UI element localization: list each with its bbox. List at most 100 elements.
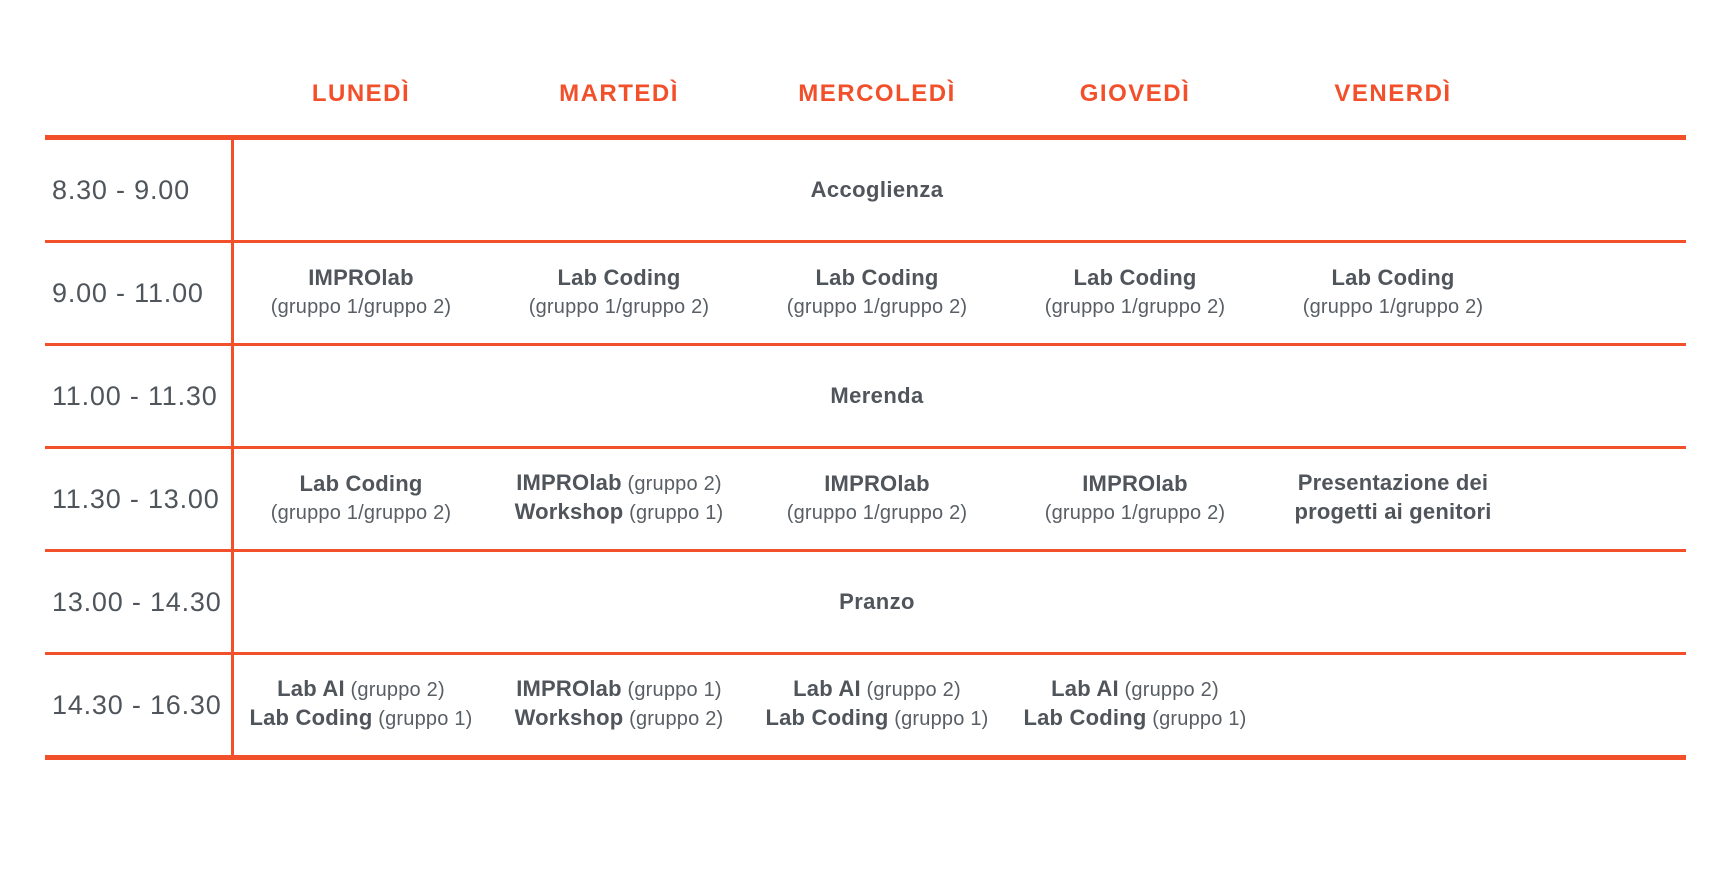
- activity-name: Workshop: [514, 705, 624, 730]
- time-slot-label: 8.30 - 9.00: [52, 174, 190, 205]
- row-divider: [45, 343, 1686, 346]
- activity-group: (gruppo 1/gruppo 2): [786, 501, 968, 524]
- activity-line: progetti ai genitori: [1294, 499, 1491, 528]
- row-divider: [45, 446, 1686, 449]
- schedule-body: 8.30 - 9.00 Accoglienza 9.00 - 11.00 IMPROl…: [45, 140, 1686, 760]
- day-header-5: VENERDÌ: [1334, 79, 1452, 107]
- activity-name: Lab Coding: [1023, 705, 1147, 730]
- activity-name: Lab AI: [793, 676, 861, 701]
- activity-name: Lab AI: [1051, 676, 1119, 701]
- activity-group: (gruppo 2): [623, 708, 724, 730]
- activity-name: Lab Coding: [1073, 264, 1197, 290]
- activity-group: (gruppo 1/gruppo 2): [1302, 295, 1484, 318]
- activity-cell: [1264, 655, 1522, 755]
- activity-line: (gruppo 1/gruppo 2): [1045, 500, 1226, 528]
- full-width-activity-cell: Accoglienza: [232, 140, 1522, 240]
- schedule-row: 11.30 - 13.00 Lab Coding (gruppo 1/gruppo …: [45, 449, 1686, 549]
- activity-group: (gruppo 1/gruppo 2): [1044, 295, 1226, 318]
- activity-line: (gruppo 1/gruppo 2): [271, 500, 452, 528]
- row-divider: [45, 652, 1686, 655]
- time-column-divider: [231, 140, 234, 760]
- activity-group: (gruppo 1): [623, 502, 724, 524]
- activity-line: IMPROlab: [1082, 471, 1188, 500]
- activity-line: Lab Coding (gruppo 1): [1023, 705, 1246, 734]
- activity-name: Presentazione dei: [1297, 470, 1489, 495]
- activity-line: Lab Coding: [558, 265, 681, 294]
- activity-cell: Presentazione dei progetti ai genitori: [1264, 449, 1522, 549]
- activity-line: Workshop (gruppo 1): [515, 499, 724, 528]
- activity-cell: IMPROlab (gruppo 2) Workshop (gruppo 1): [490, 449, 748, 549]
- activity-cell: Lab AI (gruppo 2) Lab Coding (gruppo 1): [1006, 655, 1264, 755]
- activity-label: Pranzo: [839, 589, 915, 614]
- activity-cell: Lab AI (gruppo 2) Lab Coding (gruppo 1): [232, 655, 490, 755]
- activity-group: (gruppo 2): [344, 679, 445, 701]
- activity-cell: Lab AI (gruppo 2) Lab Coding (gruppo 1): [748, 655, 1006, 755]
- activity-group: (gruppo 2): [621, 473, 722, 495]
- activity-label: Merenda: [830, 383, 924, 408]
- schedule-row: 11.00 - 11.30 Merenda: [45, 346, 1686, 446]
- time-slot-label: 9.00 - 11.00: [52, 277, 204, 308]
- activity-cell: Lab Coding (gruppo 1/gruppo 2): [1264, 243, 1522, 343]
- activity-group: (gruppo 2): [860, 679, 961, 701]
- activity-group: (gruppo 1/gruppo 2): [1044, 501, 1226, 524]
- time-slot-label: 14.30 - 16.30: [52, 689, 222, 720]
- activity-name: IMPROlab: [1082, 470, 1188, 496]
- activity-line: Lab AI (gruppo 2): [1051, 676, 1219, 705]
- activity-group: (gruppo 1/gruppo 2): [270, 501, 452, 524]
- activity-group: (gruppo 1): [1146, 708, 1247, 730]
- activity-name: Lab Coding: [557, 264, 681, 290]
- activity-line: (gruppo 1/gruppo 2): [271, 294, 452, 322]
- activity-line: Lab Coding: [816, 265, 939, 294]
- activity-label: Accoglienza: [810, 177, 944, 202]
- activity-line: Lab Coding: [300, 471, 423, 500]
- full-width-activity-cell: Pranzo: [232, 552, 1522, 652]
- activity-line: IMPROlab: [308, 265, 414, 294]
- activity-group: (gruppo 1/gruppo 2): [270, 295, 452, 318]
- activity-cell: Lab Coding (gruppo 1/gruppo 2): [1006, 243, 1264, 343]
- activity-line: Lab Coding: [1074, 265, 1197, 294]
- schedule-row: 13.00 - 14.30 Pranzo: [45, 552, 1686, 652]
- activity-name: Lab Coding: [1331, 264, 1455, 290]
- activity-name: Lab AI: [277, 676, 345, 701]
- activity-line: IMPROlab (gruppo 1): [516, 676, 722, 705]
- header-rule: [45, 135, 1686, 140]
- activity-name: Lab Coding: [249, 705, 373, 730]
- activity-group: (gruppo 1): [621, 679, 722, 701]
- activity-cell: IMPROlab (gruppo 1) Workshop (gruppo 2): [490, 655, 748, 755]
- activity-name: Lab Coding: [299, 470, 423, 496]
- activity-group: (gruppo 1/gruppo 2): [528, 295, 710, 318]
- activity-cell: IMPROlab (gruppo 1/gruppo 2): [232, 243, 490, 343]
- activity-line: Lab AI (gruppo 2): [793, 676, 961, 705]
- time-slot-label: 11.30 - 13.00: [52, 483, 220, 514]
- weekly-schedule-table: LUNEDÌ MARTEDÌ MERCOLEDÌ GIOVEDÌ VENERDÌ 8.3…: [45, 0, 1686, 760]
- activity-name: progetti ai genitori: [1294, 499, 1492, 524]
- activity-group: (gruppo 1): [888, 708, 989, 730]
- activity-cell: Lab Coding (gruppo 1/gruppo 2): [748, 243, 1006, 343]
- activity-name: Lab Coding: [765, 705, 889, 730]
- activity-line: (gruppo 1/gruppo 2): [787, 500, 968, 528]
- row-divider: [45, 240, 1686, 243]
- activity-cell: Lab Coding (gruppo 1/gruppo 2): [232, 449, 490, 549]
- activity-group: (gruppo 2): [1118, 679, 1219, 701]
- schedule-row: 8.30 - 9.00 Accoglienza: [45, 140, 1686, 240]
- day-header-1: LUNEDÌ: [311, 79, 411, 107]
- activity-name: IMPROlab: [516, 470, 622, 495]
- activity-line: Presentazione dei: [1298, 470, 1488, 499]
- activity-name: Workshop: [514, 499, 624, 524]
- activity-group: (gruppo 1): [372, 708, 473, 730]
- activity-line: IMPROlab: [824, 471, 930, 500]
- activity-line: IMPROlab (gruppo 2): [516, 470, 722, 499]
- row-divider: [45, 549, 1686, 552]
- activity-line: Lab Coding: [1332, 265, 1455, 294]
- day-header-2: MARTEDÌ: [559, 79, 679, 107]
- day-header-row: LUNEDÌ MARTEDÌ MERCOLEDÌ GIOVEDÌ VENERDÌ: [45, 0, 1686, 135]
- activity-cell: IMPROlab (gruppo 1/gruppo 2): [748, 449, 1006, 549]
- time-slot-label: 13.00 - 14.30: [52, 586, 222, 617]
- activity-line: (gruppo 1/gruppo 2): [529, 294, 710, 322]
- activity-line: Lab AI (gruppo 2): [277, 676, 445, 705]
- row-divider: [45, 755, 1686, 760]
- time-slot-label: 11.00 - 11.30: [52, 380, 218, 411]
- activity-group: (gruppo 1/gruppo 2): [786, 295, 968, 318]
- schedule-row: 14.30 - 16.30 Lab AI (gruppo 2) Lab Coding…: [45, 655, 1686, 755]
- activity-line: (gruppo 1/gruppo 2): [1303, 294, 1484, 322]
